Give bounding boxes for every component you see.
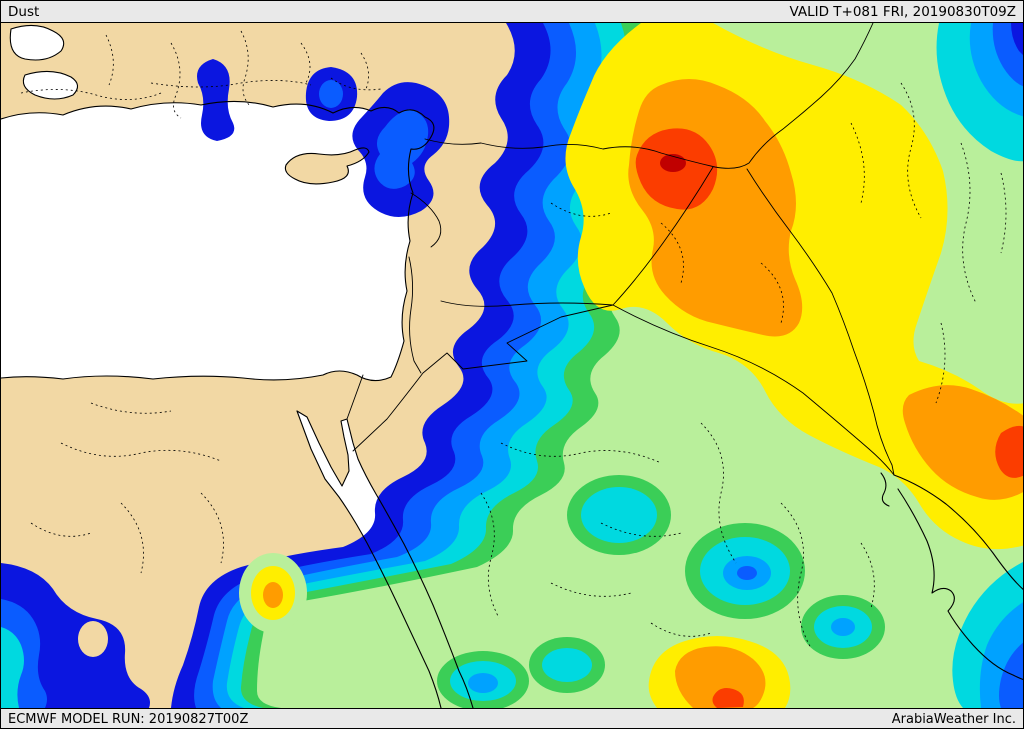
dust-level1-blob-west-turkey [197, 59, 235, 141]
border-jordan-saudi-zigzag [352, 304, 614, 452]
admin-dotted [860, 542, 875, 609]
border-iraq-iran [746, 168, 895, 476]
admin-dotted [20, 89, 162, 100]
sea-inlet-northwest-2 [23, 71, 78, 99]
land-hole-in-southwest-blob [78, 621, 108, 657]
sea-inlet-northwest-1 [10, 25, 64, 61]
minimum-inner-3 [831, 618, 855, 636]
admin-dotted [900, 82, 922, 219]
coast-cyprus [284, 147, 370, 185]
admin-dotted-layer [20, 30, 1007, 649]
admin-dotted [150, 80, 312, 88]
border-lebanon [410, 192, 442, 248]
border-israel-egypt [346, 374, 364, 420]
coast-persian-gulf-north [893, 474, 1023, 590]
coast-nw-inlet-1 [9, 24, 65, 61]
coast-kuwait-bay [880, 472, 890, 507]
dust-forecast-map [1, 23, 1023, 708]
egypt-spot-orange [263, 582, 283, 608]
border-iraq-saudi [612, 304, 895, 476]
dust-contour-layers [1, 23, 1023, 708]
admin-dotted [700, 422, 737, 564]
tr-corner-navy [1011, 23, 1023, 55]
border-turkey-syria-iraq-iran [424, 23, 874, 169]
admin-dotted [30, 522, 92, 537]
footer-bar: ECMWF MODEL RUN: 20190827T00Z ArabiaWeat… [1, 708, 1023, 728]
border-syria-jordan [440, 300, 614, 307]
admin-dotted [550, 202, 612, 217]
coast-red-sea [296, 410, 474, 708]
red-right-edge-core [995, 425, 1023, 478]
border-jordan-valley [408, 256, 422, 374]
product-title: Dust [8, 3, 40, 20]
admin-dotted [960, 142, 977, 304]
minimum-core-1 [581, 487, 657, 543]
dust-maxima-patches [239, 23, 1023, 708]
orange-right-edge-blob [902, 385, 1023, 500]
admin-dotted [660, 222, 684, 284]
admin-dotted [170, 42, 182, 119]
orange-bottom-blob [675, 646, 766, 708]
dust-level4-core-southwest [1, 627, 24, 708]
admin-dotted [780, 502, 812, 649]
header-bar: Dust VALID T+081 FRI, 20190830T09Z [1, 1, 1023, 23]
coast-mediterranean [1, 100, 435, 382]
dust-level2-core-ne-mediterranean [374, 109, 429, 189]
admin-dotted [650, 622, 712, 637]
admin-dotted [935, 322, 946, 404]
minimum-core-4 [542, 648, 592, 682]
admin-dotted [105, 34, 114, 86]
dust-minimum-top-right-corner [936, 23, 1023, 162]
cyprus-island [285, 147, 369, 184]
model-run-label: ECMWF MODEL RUN: 20190827T00Z [8, 712, 249, 727]
admin-dotted [760, 262, 784, 324]
admin-dotted [500, 442, 662, 464]
provider-credit: ArabiaWeather Inc. [891, 712, 1016, 727]
admin-dotted [1000, 172, 1007, 254]
admin-dotted [240, 30, 252, 108]
coast-persian-gulf-south [897, 488, 1023, 680]
valid-time-label: VALID T+081 FRI, 20190830T09Z [789, 3, 1016, 20]
minimum-center-2 [737, 566, 757, 580]
dust-minima-patches [437, 475, 885, 708]
coastline-layer [1, 24, 1023, 708]
border-layer [346, 23, 895, 476]
admin-dotted [90, 402, 172, 414]
dust-level1-blob-southwest [1, 563, 150, 708]
admin-dotted [60, 442, 222, 462]
red-bottom-sliver [712, 688, 744, 708]
minimum-inner-5 [468, 673, 498, 693]
br-corner-blue [999, 642, 1023, 708]
coast-nw-inlet-2 [22, 70, 79, 100]
dust-level2-core-south-turkey [319, 80, 343, 108]
border-syria-iraq [612, 166, 714, 306]
